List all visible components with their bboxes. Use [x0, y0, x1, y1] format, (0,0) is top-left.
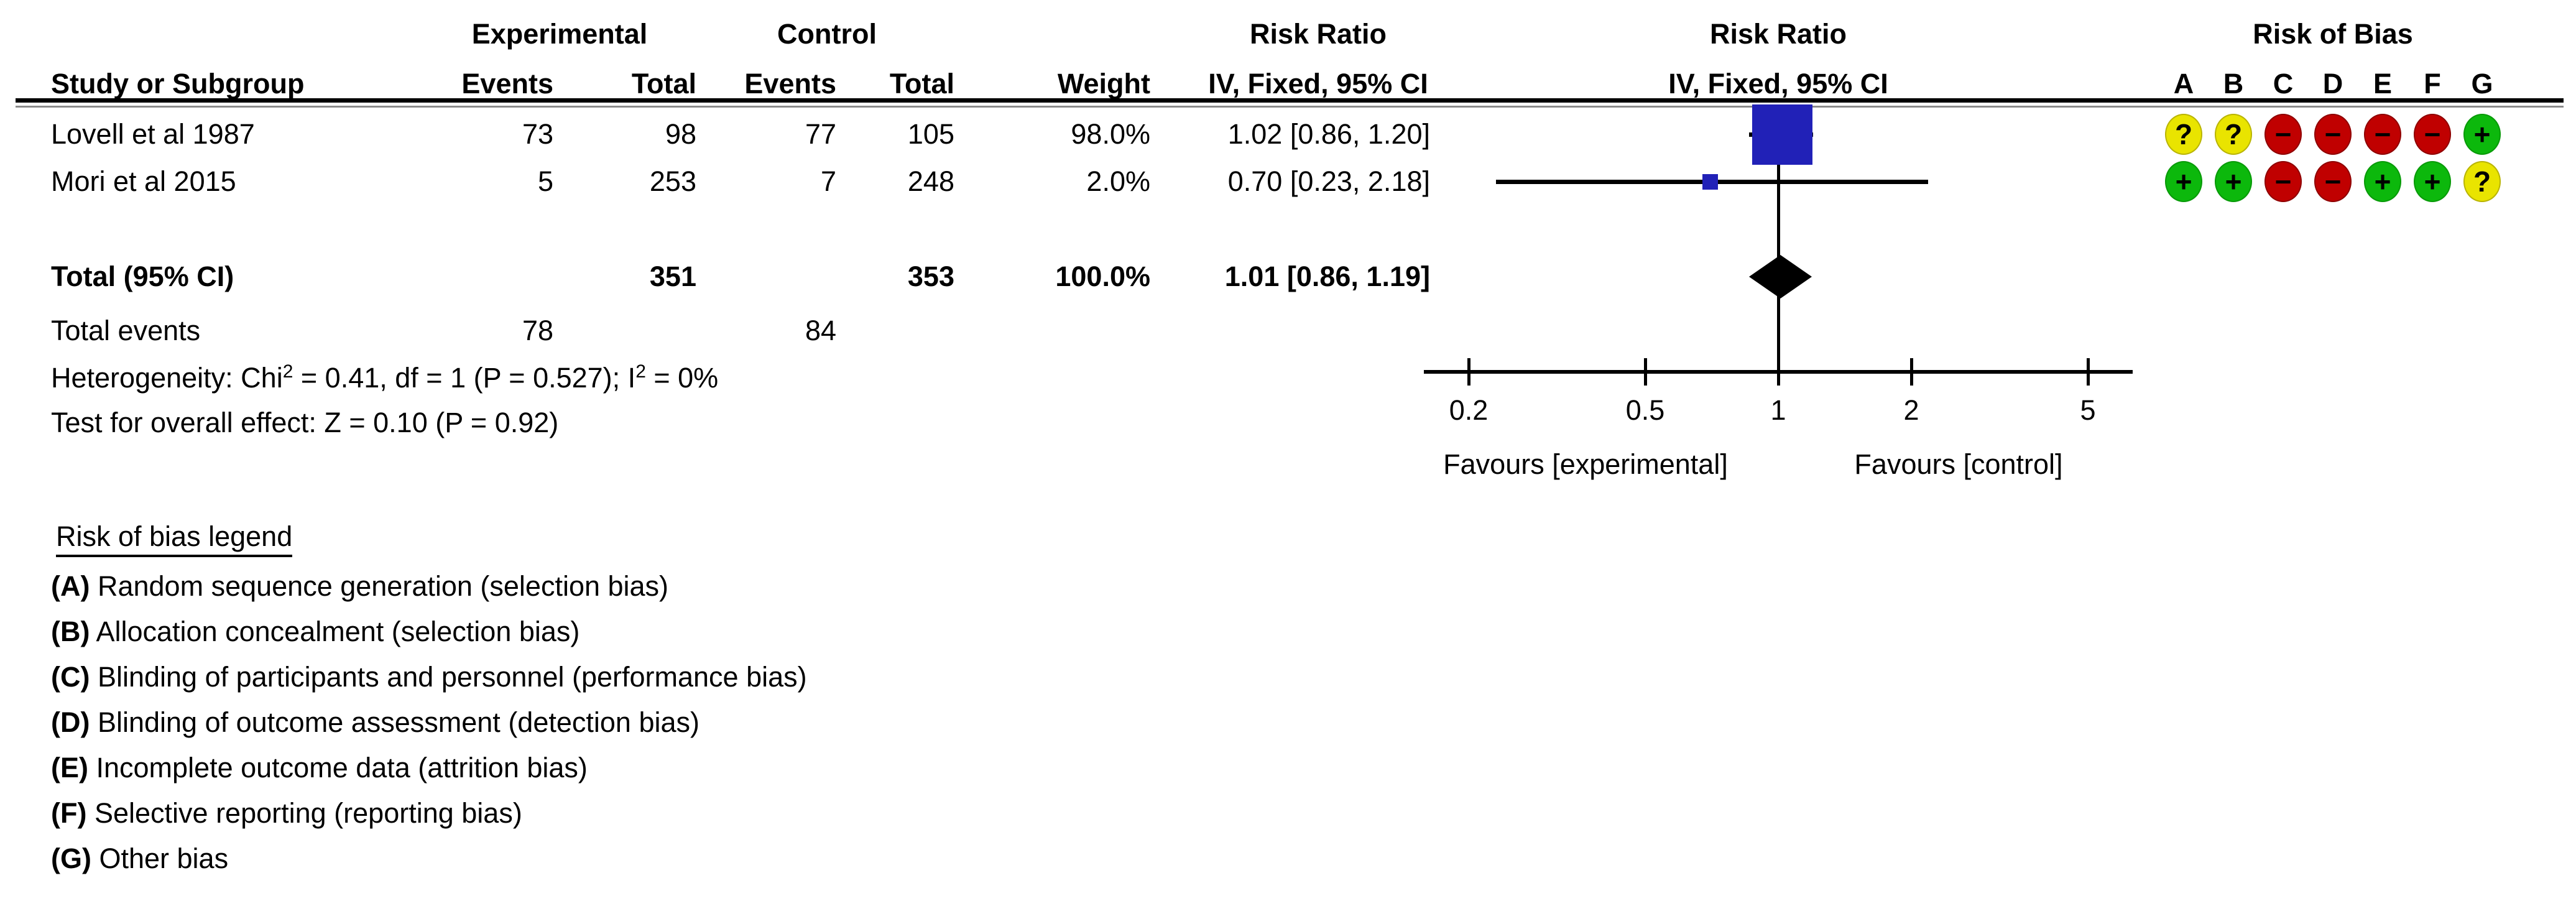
bias-legend-letter: (B)	[51, 616, 90, 647]
bias-legend-text: Random sequence generation (selection bi…	[90, 570, 669, 602]
x-axis-tick	[2087, 358, 2090, 386]
bias-legend-item: (B) Allocation concealment (selection bi…	[51, 614, 579, 649]
bias-legend-item: (C) Blinding of participants and personn…	[51, 660, 807, 695]
bias-legend-item: (F) Selective reporting (reporting bias)	[51, 796, 522, 831]
col-header-ctl-total: Total	[889, 68, 954, 99]
x-axis-tick-label: 0.5	[1625, 394, 1665, 426]
bias-circle-high: −	[2264, 114, 2302, 155]
effect-square	[1702, 173, 1718, 190]
bias-circle-high: −	[2314, 114, 2352, 155]
bias-legend-item: (G) Other bias	[51, 841, 228, 876]
header-divider-line-gray	[16, 106, 2564, 108]
bias-circle-unclear: ?	[2215, 114, 2252, 155]
total-row-exp-total: 351	[649, 261, 696, 292]
x-axis-tick-label: 0.2	[1449, 394, 1489, 426]
col-header-ctl-events: Events	[744, 68, 836, 99]
total-row-rr-ci: 1.01 [0.86, 1.19]	[1224, 261, 1430, 292]
bias-letter-C: C	[2273, 68, 2294, 99]
cell-ctl_total: 105	[907, 118, 954, 150]
x-axis-tick-label: 1	[1770, 394, 1786, 426]
bias-circle-high: −	[2414, 114, 2451, 155]
col-group-risk-ratio-plot: Risk Ratio	[1709, 18, 1847, 50]
cell-exp_events: 5	[537, 165, 553, 197]
bias-circle-high: −	[2264, 161, 2302, 202]
bias-legend-text: Incomplete outcome data (attrition bias)	[88, 752, 588, 784]
bias-legend-text: Allocation concealment (selection bias)	[90, 616, 580, 647]
cell-study: Lovell et al 1987	[51, 118, 255, 150]
col-header-exp-events: Events	[461, 68, 553, 99]
cell-rr_ci: 0.70 [0.23, 2.18]	[1227, 165, 1430, 197]
bias-circle-low: +	[2165, 161, 2202, 202]
total-events-ctl: 84	[805, 315, 836, 346]
bias-legend-text: Other bias	[91, 843, 229, 874]
col-header-method-text: IV, Fixed, 95% CI	[1208, 68, 1428, 99]
col-group-risk-of-bias: Risk of Bias	[2253, 18, 2413, 50]
null-effect-line	[1777, 104, 1780, 372]
cell-exp_total: 98	[665, 118, 696, 150]
col-header-weight: Weight	[1057, 68, 1150, 99]
col-group-control: Control	[777, 18, 877, 50]
cell-exp_total: 253	[649, 165, 696, 197]
total-row-weight: 100.0%	[1055, 261, 1150, 292]
bias-letter-B: B	[2223, 68, 2244, 99]
favours-left-label: Favours [experimental]	[1443, 448, 1728, 480]
col-group-experimental: Experimental	[471, 18, 648, 50]
header-divider-line	[16, 98, 2564, 103]
bias-legend-title: Risk of bias legend	[56, 519, 293, 557]
cell-ctl_events: 77	[805, 118, 836, 150]
col-header-study: Study or Subgroup	[51, 68, 305, 99]
x-axis-tick-label: 2	[1903, 394, 1919, 426]
bias-legend-item: (A) Random sequence generation (selectio…	[51, 569, 668, 604]
bias-legend-text: Selective reporting (reporting bias)	[86, 797, 522, 829]
x-axis-tick	[1644, 358, 1647, 386]
bias-legend-letter: (F)	[51, 797, 87, 829]
total-events-label: Total events	[51, 315, 201, 346]
bias-legend-text: Blinding of participants and personnel (…	[90, 661, 807, 693]
cell-ctl_events: 7	[820, 165, 836, 197]
x-axis-tick-label: 5	[2080, 394, 2096, 426]
bias-legend-letter: (G)	[51, 843, 91, 874]
effect-square	[1752, 104, 1812, 165]
bias-legend-item: (D) Blinding of outcome assessment (dete…	[51, 705, 699, 740]
total-diamond	[1749, 255, 1812, 298]
bias-circle-low: +	[2463, 114, 2501, 155]
cell-rr_ci: 1.02 [0.86, 1.20]	[1227, 118, 1430, 150]
bias-circle-low: +	[2414, 161, 2451, 202]
bias-letter-F: F	[2424, 68, 2441, 99]
cell-weight: 98.0%	[1071, 118, 1150, 150]
bias-letter-E: E	[2373, 68, 2393, 99]
bias-circle-low: +	[2364, 161, 2401, 202]
col-group-risk-ratio-text: Risk Ratio	[1249, 18, 1387, 50]
bias-circle-high: −	[2364, 114, 2401, 155]
bias-legend-item: (E) Incomplete outcome data (attrition b…	[51, 751, 588, 785]
bias-circle-high: −	[2314, 161, 2352, 202]
bias-letter-A: A	[2173, 68, 2194, 99]
cell-weight: 2.0%	[1086, 165, 1150, 197]
total-events-exp: 78	[522, 315, 553, 346]
cell-exp_events: 73	[522, 118, 553, 150]
x-axis-tick	[1467, 358, 1470, 386]
bias-legend-letter: (C)	[51, 661, 90, 693]
bias-legend-letter: (D)	[51, 706, 90, 738]
col-header-method-plot: IV, Fixed, 95% CI	[1668, 68, 1888, 99]
bias-legend-text: Blinding of outcome assessment (detectio…	[90, 706, 699, 738]
total-row-label: Total (95% CI)	[51, 261, 234, 292]
bias-circle-unclear: ?	[2463, 161, 2501, 202]
bias-letter-D: D	[2322, 68, 2343, 99]
bias-circle-unclear: ?	[2165, 114, 2202, 155]
x-axis-tick	[1777, 358, 1780, 386]
favours-right-label: Favours [control]	[1854, 448, 2063, 480]
overall-effect-text: Test for overall effect: Z = 0.10 (P = 0…	[51, 407, 559, 438]
bias-legend-letter: (E)	[51, 752, 88, 784]
heterogeneity-text: Heterogeneity: Chi2 = 0.41, df = 1 (P = …	[51, 361, 719, 394]
bias-letter-G: G	[2471, 68, 2493, 99]
col-header-exp-total: Total	[631, 68, 696, 99]
x-axis-tick	[1910, 358, 1913, 386]
cell-ctl_total: 248	[907, 165, 954, 197]
total-row-ctl-total: 353	[907, 261, 954, 292]
bias-legend-letter: (A)	[51, 570, 90, 602]
bias-circle-low: +	[2215, 161, 2252, 202]
cell-study: Mori et al 2015	[51, 165, 236, 197]
